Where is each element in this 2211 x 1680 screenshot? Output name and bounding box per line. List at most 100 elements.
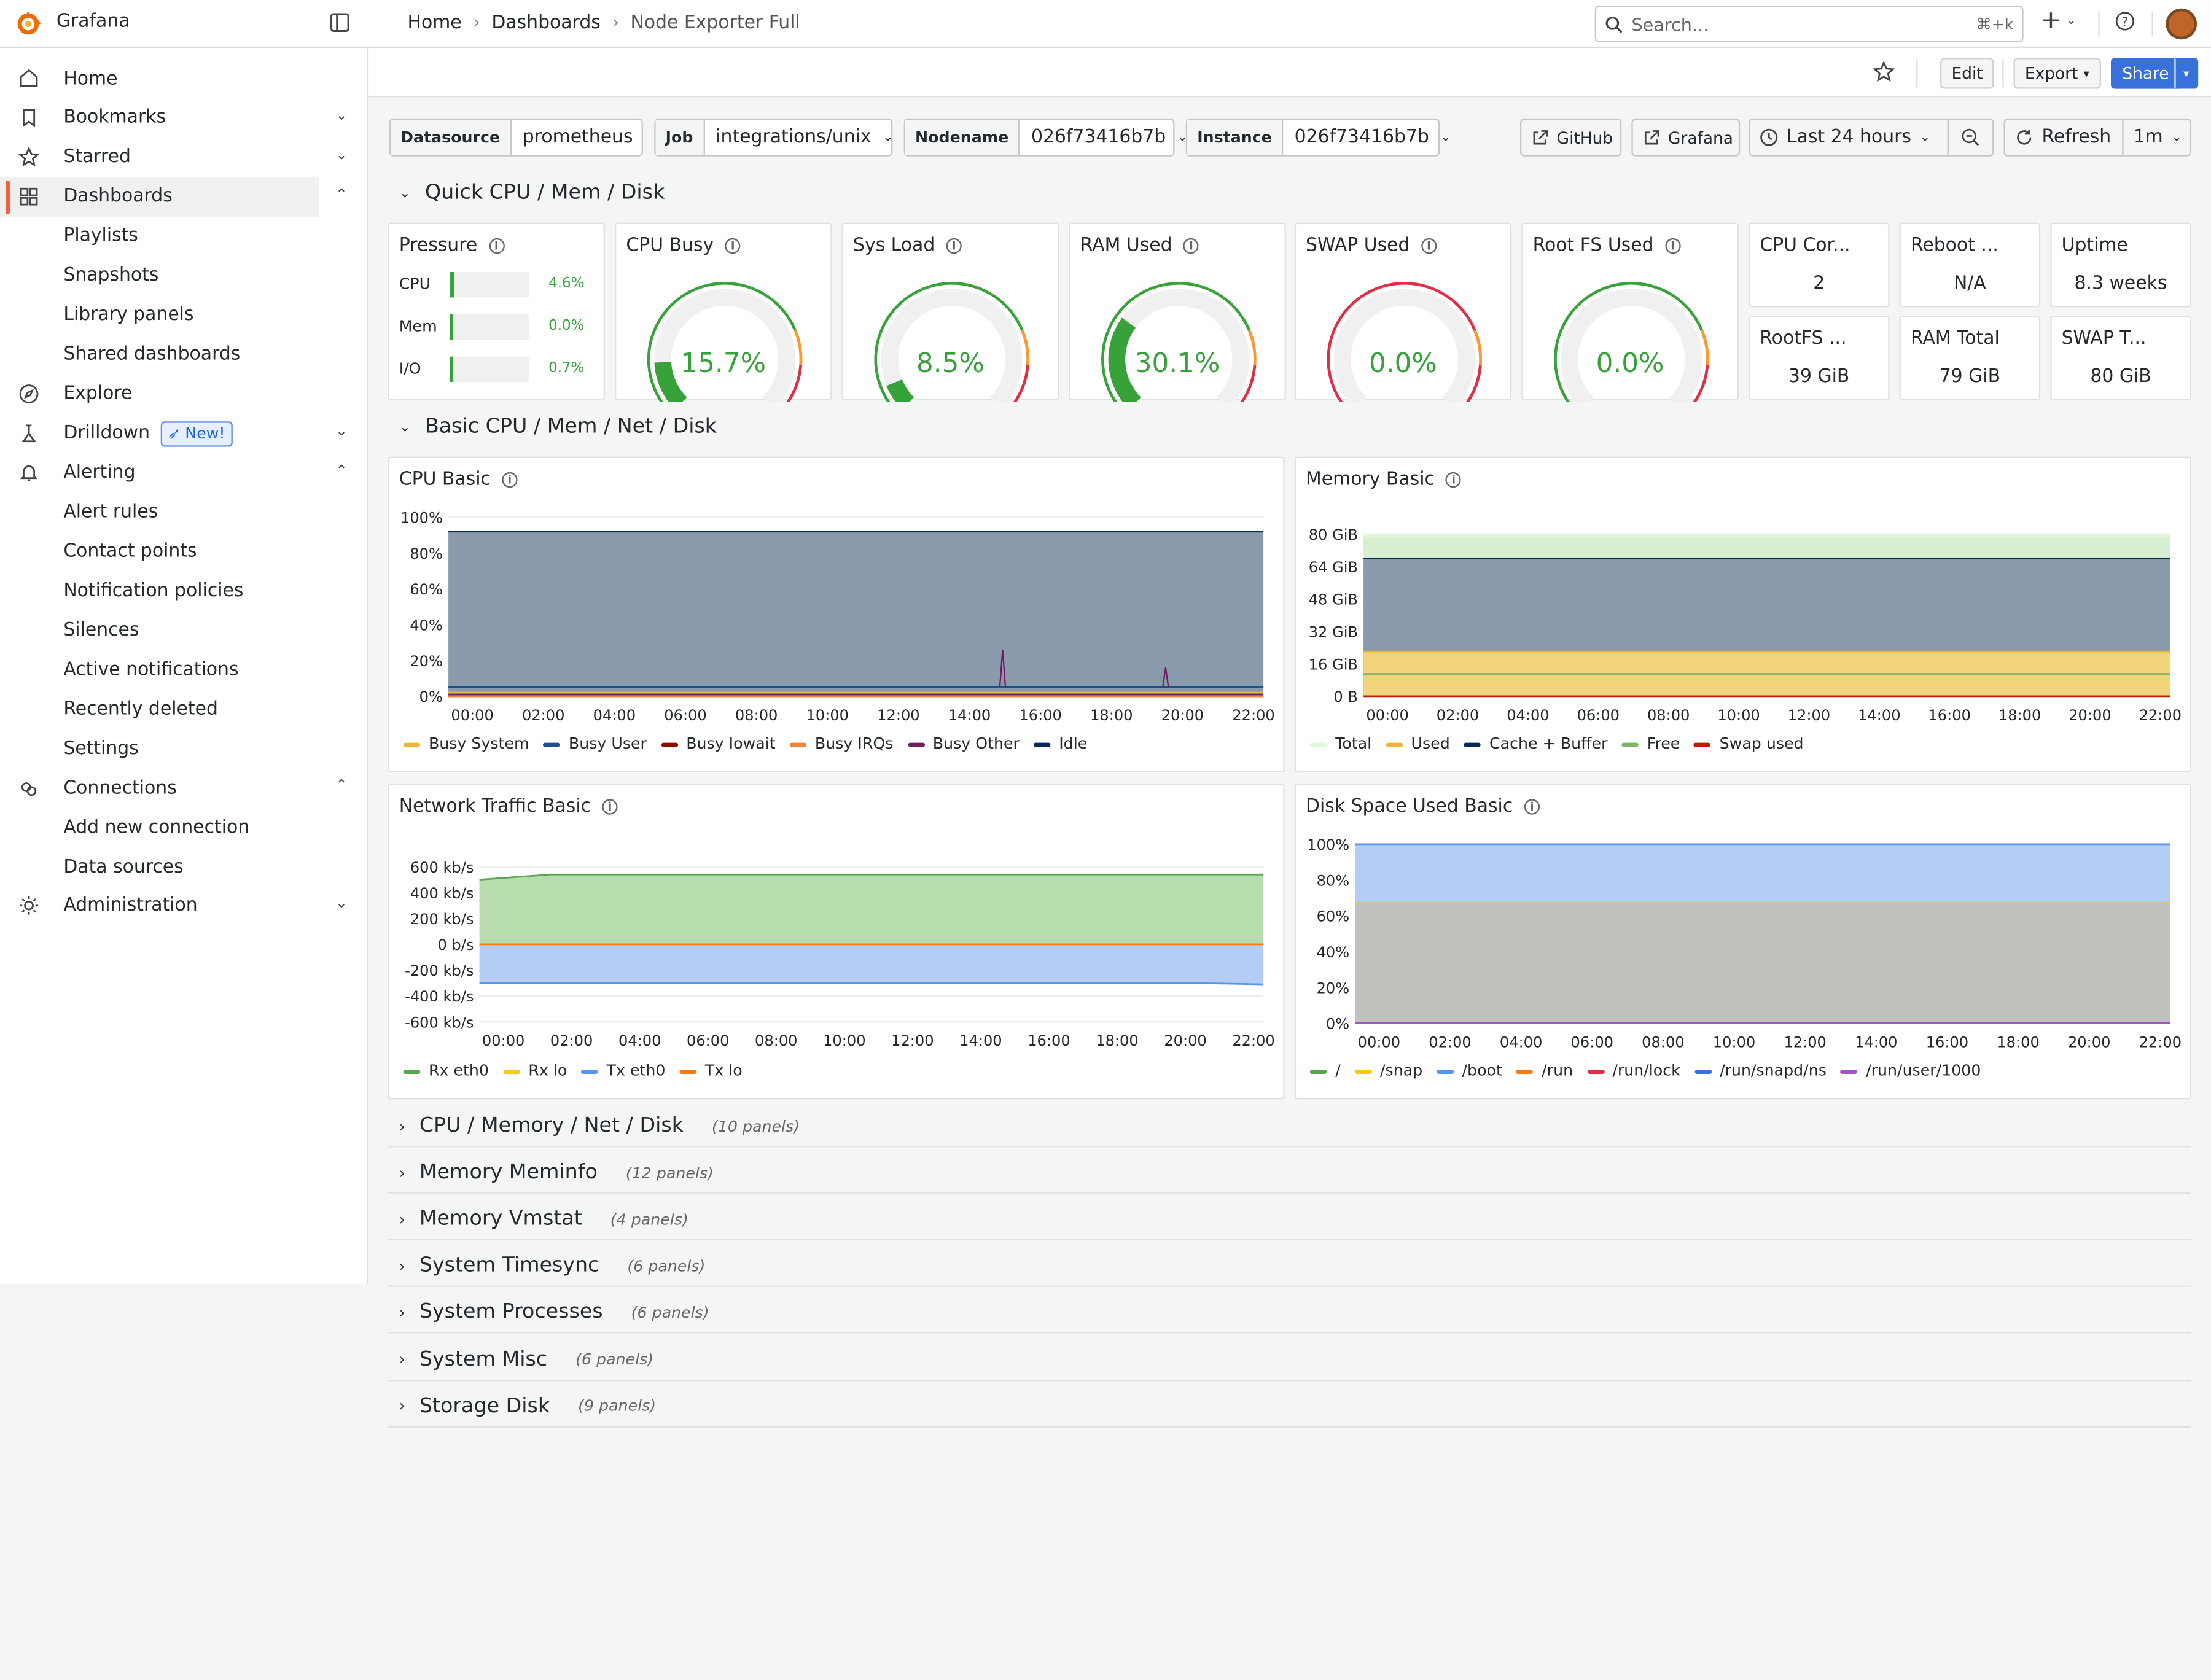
sidebar-item-alert-rules[interactable]: Alert rules bbox=[0, 492, 357, 532]
chevron-down-icon[interactable]: ⌄ bbox=[335, 896, 348, 912]
sidebar-item-library-panels[interactable]: Library panels bbox=[0, 295, 357, 335]
legend-item[interactable]: Tx eth0 bbox=[581, 1061, 665, 1079]
legend-item[interactable]: Total bbox=[1309, 734, 1371, 753]
legend-item[interactable]: Used bbox=[1386, 734, 1450, 753]
sidebar-item-recently-deleted[interactable]: Recently deleted bbox=[0, 690, 357, 729]
chevron-down-icon[interactable]: ⌄ bbox=[335, 147, 348, 164]
info-icon[interactable]: i bbox=[502, 472, 518, 488]
row-cpu-memory-net-disk[interactable]: › CPU / Memory / Net / Disk (10 panels) bbox=[399, 1115, 800, 1138]
legend-item[interactable]: /run bbox=[1516, 1061, 1573, 1079]
row-memory-meminfo[interactable]: › Memory Meminfo (12 panels) bbox=[399, 1162, 714, 1184]
legend-item[interactable]: Busy User bbox=[543, 734, 647, 753]
chevron-down-icon[interactable]: ⌄ bbox=[335, 423, 348, 440]
legend-item[interactable]: Rx lo bbox=[502, 1061, 567, 1079]
legend-item[interactable]: Busy Other bbox=[907, 734, 1020, 753]
nodename-variable[interactable]: Nodename 026f73416b7b ⌄ bbox=[903, 118, 1188, 157]
sidebar-item-explore[interactable]: Explore bbox=[0, 375, 357, 414]
row-memory-vmstat[interactable]: › Memory Vmstat (4 panels) bbox=[399, 1208, 688, 1231]
time-range-picker[interactable]: Last 24 hours ⌄ bbox=[1748, 118, 1949, 157]
info-icon[interactable]: i bbox=[1421, 238, 1437, 254]
edit-button[interactable]: Edit bbox=[1940, 58, 1995, 89]
legend-item[interactable]: Swap used bbox=[1694, 734, 1804, 753]
instance-variable[interactable]: Instance 026f73416b7b ⌄ bbox=[1185, 118, 1451, 157]
info-icon[interactable]: i bbox=[725, 238, 741, 254]
legend-item[interactable]: Busy IRQs bbox=[789, 734, 893, 753]
legend-item[interactable]: /snap bbox=[1354, 1061, 1422, 1079]
share-menu-button[interactable]: ▾ bbox=[2174, 58, 2199, 89]
legend-item[interactable]: Cache + Buffer bbox=[1464, 734, 1607, 753]
job-variable[interactable]: Job integrations/unix ⌄ bbox=[654, 118, 893, 157]
info-icon[interactable]: i bbox=[1446, 472, 1462, 488]
x-tick-label: 00:00 bbox=[1358, 1033, 1400, 1051]
sidebar-item-silences[interactable]: Silences bbox=[0, 611, 357, 650]
info-icon[interactable]: i bbox=[946, 238, 962, 254]
sidebar-item-snapshots[interactable]: Snapshots bbox=[0, 256, 357, 295]
datasource-variable[interactable]: Datasource prometheus⌄ bbox=[389, 118, 666, 157]
refresh-button[interactable]: Refresh bbox=[2003, 118, 2124, 157]
new-menu-button[interactable]: + ⌄ bbox=[2040, 8, 2076, 33]
dock-menu-icon[interactable] bbox=[330, 13, 349, 33]
sidebar-item-contact-points[interactable]: Contact points bbox=[0, 532, 357, 571]
sidebar-item-active-notifications[interactable]: Active notifications bbox=[0, 650, 357, 690]
share-button[interactable]: Share bbox=[2110, 58, 2180, 89]
chevron-up-icon[interactable]: ⌃ bbox=[335, 463, 348, 479]
sidebar-item-connections[interactable]: Connections ⌃ bbox=[0, 768, 357, 807]
legend-item[interactable]: Tx lo bbox=[679, 1061, 743, 1079]
sidebar-item-data-sources[interactable]: Data sources bbox=[0, 847, 357, 886]
gauge-arc bbox=[1101, 282, 1257, 402]
legend-item[interactable]: /run/user/1000 bbox=[1840, 1061, 1981, 1079]
x-tick-label: 22:00 bbox=[1232, 707, 1274, 724]
info-icon[interactable]: i bbox=[1664, 238, 1681, 254]
sidebar-item-add-new-connection[interactable]: Add new connection bbox=[0, 807, 357, 847]
sidebar-item-playlists[interactable]: Playlists bbox=[0, 217, 357, 256]
legend-label: Busy System bbox=[428, 734, 529, 753]
brand[interactable]: Grafana bbox=[14, 10, 130, 35]
legend-item[interactable]: /boot bbox=[1437, 1061, 1502, 1079]
sidebar-item-drilldown[interactable]: Drilldown ➶ New! ⌄ bbox=[0, 414, 357, 453]
row-storage-disk[interactable]: › Storage Disk (9 panels) bbox=[399, 1394, 656, 1417]
legend-item[interactable]: /run/lock bbox=[1587, 1061, 1680, 1079]
legend-item[interactable]: Idle bbox=[1033, 734, 1087, 753]
info-icon[interactable]: i bbox=[1183, 238, 1199, 254]
sidebar-item-administration[interactable]: Administration ⌄ bbox=[0, 887, 357, 926]
legend-item[interactable]: Free bbox=[1621, 734, 1680, 753]
sidebar-item-dashboards[interactable]: Dashboards ⌃ bbox=[0, 177, 348, 217]
export-button[interactable]: Export ▾ bbox=[2013, 58, 2101, 89]
info-icon[interactable]: i bbox=[1524, 799, 1540, 815]
breadcrumb-home[interactable]: Home bbox=[407, 12, 462, 34]
row-system-misc[interactable]: › System Misc (6 panels) bbox=[399, 1348, 653, 1371]
breadcrumb-dashboards[interactable]: Dashboards bbox=[491, 12, 601, 34]
star-dashboard-button[interactable] bbox=[1873, 60, 1895, 84]
row-basic-cpu-mem-net-disk[interactable]: ⌄ Basic CPU / Mem / Net / Disk bbox=[399, 416, 717, 438]
chevron-down-icon[interactable]: ⌄ bbox=[335, 108, 348, 124]
sidebar-item-starred[interactable]: Starred ⌄ bbox=[0, 138, 357, 177]
zoom-out-button[interactable] bbox=[1947, 118, 1994, 157]
x-tick-label: 04:00 bbox=[1507, 707, 1549, 724]
avatar[interactable] bbox=[2166, 8, 2197, 40]
legend-item[interactable]: / bbox=[1309, 1061, 1341, 1079]
sidebar-item-home[interactable]: Home bbox=[0, 59, 357, 98]
legend-item[interactable]: Busy Iowait bbox=[660, 734, 776, 753]
sidebar-item-settings[interactable]: Settings bbox=[0, 729, 357, 768]
sidebar-item-alerting[interactable]: Alerting ⌃ bbox=[0, 453, 357, 492]
grafana-link[interactable]: Grafana bbox=[1631, 118, 1741, 157]
refresh-interval-picker[interactable]: 1m ⌄ bbox=[2122, 118, 2191, 157]
info-icon[interactable]: i bbox=[488, 238, 504, 254]
search-input[interactable]: Search... ⌘+k bbox=[1594, 6, 2024, 42]
row-system-processes[interactable]: › System Processes (6 panels) bbox=[399, 1301, 709, 1324]
github-link[interactable]: GitHub bbox=[1519, 118, 1622, 157]
row-quick-cpu-mem-disk[interactable]: ⌄ Quick CPU / Mem / Disk bbox=[399, 182, 665, 204]
x-tick-label: 02:00 bbox=[550, 1032, 593, 1049]
help-button[interactable]: ? bbox=[2115, 11, 2135, 31]
info-icon[interactable]: i bbox=[602, 799, 618, 815]
legend-item[interactable]: Rx eth0 bbox=[403, 1061, 489, 1079]
sidebar-item-label: Library panels bbox=[63, 305, 194, 326]
legend-item[interactable]: /run/snapd/ns bbox=[1694, 1061, 1827, 1079]
chevron-up-icon[interactable]: ⌃ bbox=[335, 187, 348, 203]
sidebar-item-notification-policies[interactable]: Notification policies bbox=[0, 571, 357, 610]
row-system-timesync[interactable]: › System Timesync (6 panels) bbox=[399, 1254, 706, 1277]
legend-item[interactable]: Busy System bbox=[403, 734, 529, 753]
sidebar-item-bookmarks[interactable]: Bookmarks ⌄ bbox=[0, 99, 357, 138]
sidebar-item-shared-dashboards[interactable]: Shared dashboards bbox=[0, 335, 357, 374]
chevron-up-icon[interactable]: ⌃ bbox=[335, 778, 348, 794]
